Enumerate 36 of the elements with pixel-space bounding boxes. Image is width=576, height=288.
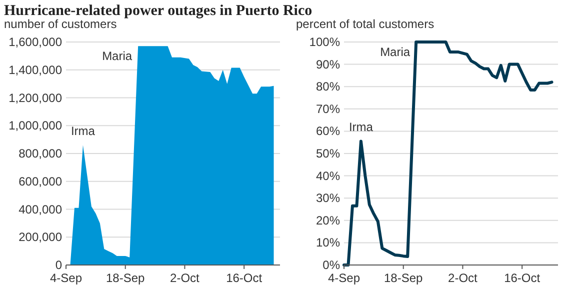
y-tick-label: 800,000 bbox=[18, 146, 62, 160]
line-series bbox=[342, 40, 554, 266]
y-tick-label: 1,200,000 bbox=[8, 90, 62, 105]
annotation: Maria bbox=[102, 49, 132, 64]
y-tick-label: 1,400,000 bbox=[8, 62, 62, 77]
y-axis-title: number of customers bbox=[4, 17, 117, 31]
y-tick-label: 40% bbox=[316, 168, 340, 183]
y-tick-label: 20% bbox=[316, 213, 340, 228]
x-tick-label: 2-Oct bbox=[448, 271, 478, 285]
y-tick-label: 90% bbox=[316, 57, 340, 72]
y-tick-label: 30% bbox=[316, 191, 340, 206]
y-tick-label: 60% bbox=[316, 124, 340, 138]
y-tick-label: 50% bbox=[316, 146, 340, 160]
y-axis-title: percent of total customers bbox=[296, 17, 434, 31]
y-tick-label: 600,000 bbox=[18, 174, 62, 188]
y-tick-label: 1,600,000 bbox=[8, 35, 62, 49]
y-tick-label: 0 bbox=[55, 258, 62, 272]
annotation: Irma bbox=[348, 120, 374, 134]
x-tick-label: 16-Oct bbox=[504, 271, 541, 285]
annotation: Irma bbox=[70, 124, 96, 138]
x-tick-label: 2-Oct bbox=[170, 271, 200, 285]
y-tick-label: 400,000 bbox=[18, 202, 62, 216]
y-tick-label: 0% bbox=[322, 258, 340, 272]
x-tick-label: 4-Sep bbox=[328, 271, 360, 285]
chart-title: Hurricane-related power outages in Puerto Rico bbox=[4, 3, 312, 19]
y-tick-label: 80% bbox=[316, 80, 340, 94]
y-tick-label: 1,000,000 bbox=[8, 118, 62, 133]
y-tick-label: 200,000 bbox=[18, 230, 62, 244]
x-tick-label: 4-Sep bbox=[50, 271, 82, 285]
y-tick-label: 100% bbox=[309, 35, 340, 49]
x-tick-label: 16-Oct bbox=[226, 271, 263, 285]
y-tick-label: 10% bbox=[316, 236, 340, 250]
x-tick-label: 18-Sep bbox=[384, 271, 424, 285]
annotation: Maria bbox=[380, 45, 410, 59]
y-tick-label: 70% bbox=[316, 102, 340, 116]
x-tick-label: 18-Sep bbox=[106, 271, 146, 285]
